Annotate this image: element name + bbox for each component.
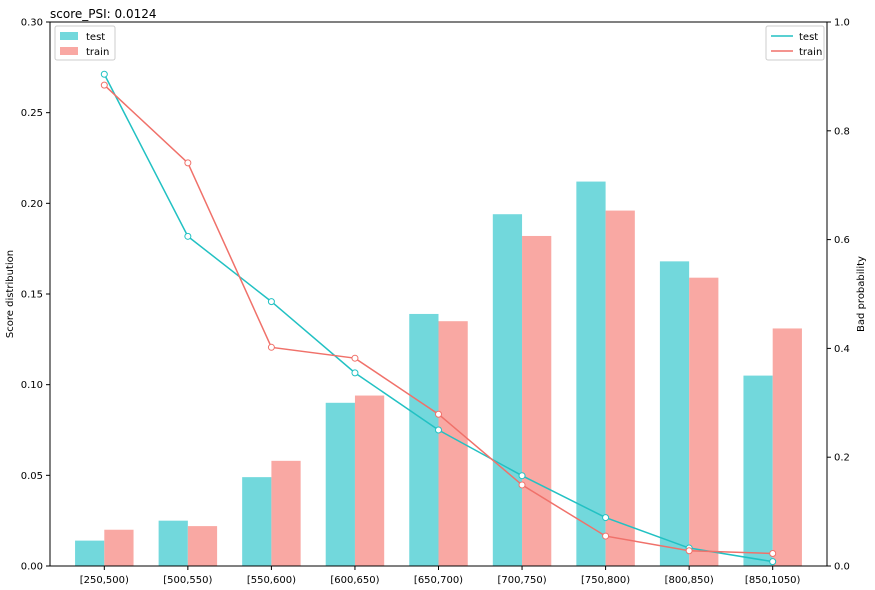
bar-test-2 <box>242 477 272 566</box>
y-tick-label-right: 0.6 <box>834 235 850 246</box>
bar-test-1 <box>158 520 188 566</box>
point-train-1 <box>184 159 192 167</box>
bars-layer <box>75 181 802 567</box>
point-test-8 <box>769 558 777 566</box>
y-tick-label-left: 0.20 <box>21 199 43 210</box>
bar-train-7 <box>689 277 719 566</box>
bar-train-2 <box>271 460 301 566</box>
bar-test-6 <box>576 181 606 566</box>
bar-train-0 <box>104 529 134 566</box>
point-train-0 <box>100 81 108 89</box>
y-tick-label-left: 0.30 <box>21 18 43 29</box>
y-axis-label-left: Score distribution <box>5 250 16 338</box>
bar-test-4 <box>409 313 439 566</box>
x-tick-label: [650,700) <box>414 575 463 586</box>
x-tick-label: [250,500) <box>80 575 129 586</box>
legend-bars: test train <box>54 25 116 61</box>
x-tick-label: [700,750) <box>497 575 546 586</box>
bar-test-7 <box>659 261 690 566</box>
point-test-1 <box>184 232 192 240</box>
point-test-3 <box>351 369 359 377</box>
legend-label-train: train <box>86 47 109 58</box>
y-axis-right: 0.0 0.2 0.4 0.6 0.8 1.0 <box>827 18 850 573</box>
y-tick-label-left: 0.05 <box>21 471 43 482</box>
y-axis-label-right: Bad probability <box>856 256 867 332</box>
point-test-0 <box>100 70 108 78</box>
legend-label-test: test <box>86 32 105 43</box>
y-tick-label-right: 0.8 <box>834 126 850 137</box>
point-train-6 <box>602 532 610 540</box>
y-tick-label-left: 0.15 <box>21 290 43 301</box>
point-test-4 <box>435 426 442 434</box>
x-tick-label: [550,600) <box>247 575 296 586</box>
point-train-7 <box>685 547 693 555</box>
x-tick-label: [750,800) <box>581 575 630 586</box>
bar-test-0 <box>75 540 105 566</box>
y-tick-label-left: 0.00 <box>21 562 43 573</box>
legend-swatch-test <box>60 32 78 40</box>
y-tick-label-right: 1.0 <box>834 18 850 29</box>
bar-train-8 <box>772 328 802 566</box>
y-tick-label-right: 0.0 <box>834 562 850 573</box>
x-tick-label: [850,1050) <box>745 575 801 586</box>
point-test-6 <box>602 514 610 522</box>
y-tick-label-right: 0.2 <box>834 453 850 464</box>
point-test-5 <box>518 472 526 480</box>
bar-test-8 <box>743 375 773 566</box>
bar-train-6 <box>605 210 635 566</box>
point-train-2 <box>267 343 275 351</box>
bar-train-3 <box>354 395 385 566</box>
point-train-8 <box>769 549 777 557</box>
x-tick-label: [500,550) <box>163 575 212 586</box>
point-train-3 <box>351 354 359 362</box>
x-tick-label: [800,850) <box>665 575 714 586</box>
y-tick-label-right: 0.4 <box>834 344 850 355</box>
x-tick-label: [600,650) <box>330 575 379 586</box>
bar-test-5 <box>492 214 523 567</box>
y-tick-label-left: 0.25 <box>21 108 43 119</box>
y-tick-label-left: 0.10 <box>21 380 43 391</box>
bar-train-1 <box>187 526 218 566</box>
lines-layer <box>100 70 777 566</box>
bar-test-3 <box>325 402 355 566</box>
legend-label-train: train <box>799 47 822 58</box>
point-test-2 <box>267 298 275 306</box>
point-train-5 <box>518 481 526 489</box>
y-axis-left: 0.00 0.05 0.10 0.15 0.20 0.25 0.30 <box>21 18 50 573</box>
x-axis: [250,500) [500,550) [550,600) [600,650) [650… <box>80 566 801 586</box>
chart-title: score_PSI: 0.0124 <box>50 7 156 21</box>
legend-swatch-train <box>60 47 78 55</box>
bar-train-5 <box>522 235 552 566</box>
legend-lines: test train <box>765 25 825 61</box>
point-train-4 <box>435 410 442 418</box>
legend-label-test: test <box>799 32 818 43</box>
